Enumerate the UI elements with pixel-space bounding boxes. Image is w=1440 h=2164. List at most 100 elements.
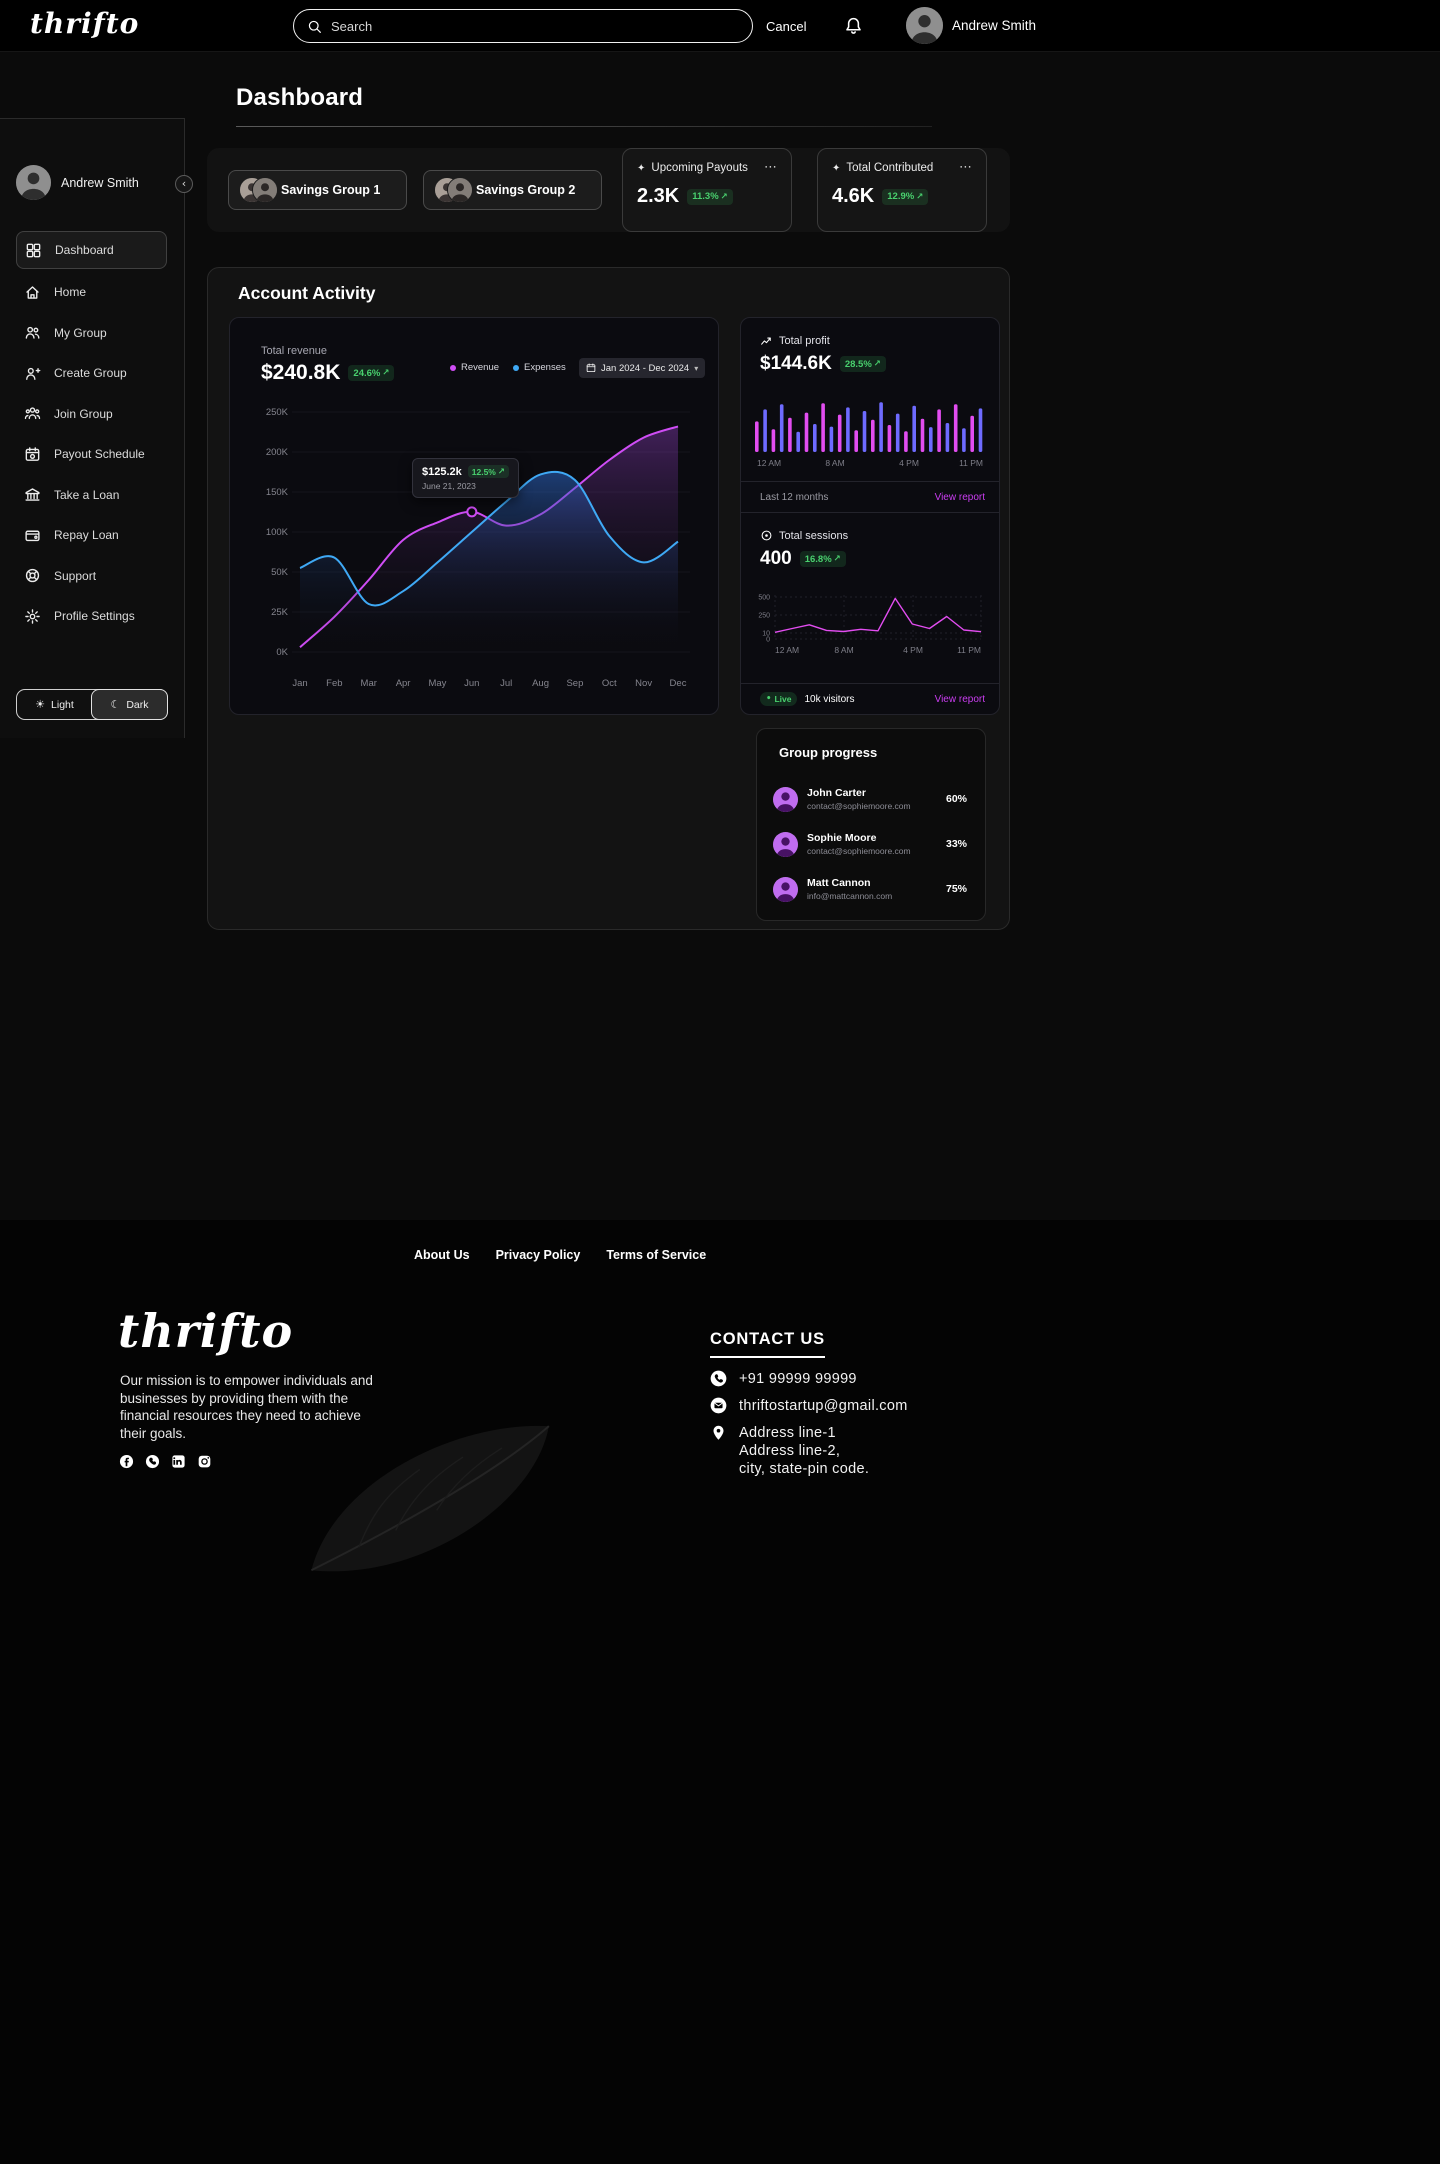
profit-bar-chart: 12 AM 8 AM 4 PM 11 PM	[755, 402, 983, 468]
more-options-icon[interactable]: ⋯	[764, 160, 777, 175]
sidebar-item-join-group[interactable]: Join Group	[0, 394, 184, 435]
brand-logo[interactable]: thrifto	[30, 7, 140, 40]
group-avatars	[239, 177, 281, 203]
svg-text:Feb: Feb	[326, 678, 342, 689]
sidebar-item-profile-settings[interactable]: Profile Settings	[0, 596, 184, 637]
home-icon	[24, 284, 41, 301]
facebook-icon[interactable]	[119, 1454, 134, 1469]
chevron-down-icon: ▾	[694, 363, 699, 373]
member-avatar	[773, 876, 798, 902]
member-avatar	[252, 177, 278, 203]
trend-up-icon: ↗	[833, 554, 841, 564]
contact-phone-row: +91 99999 99999	[710, 1370, 857, 1387]
member-email: info@mattcannon.com	[807, 891, 893, 901]
account-activity-card: Account Activity Total revenue $240.8K 2…	[207, 267, 1010, 930]
svg-text:10: 10	[762, 631, 770, 638]
svg-text:4 PM: 4 PM	[903, 645, 923, 655]
payout-schedule-icon	[24, 446, 41, 463]
view-report-link[interactable]: View report	[934, 491, 985, 503]
trend-up-icon: ↗	[497, 466, 505, 477]
summary-row: Savings Group 1 Savings Group 2 ✦ Upcomi…	[207, 148, 1010, 232]
sidebar-item-payout-schedule[interactable]: Payout Schedule	[0, 434, 184, 475]
profit-value: $144.6K	[760, 353, 832, 374]
svg-text:100K: 100K	[266, 527, 289, 538]
svg-text:Aug: Aug	[532, 678, 549, 689]
footer-mission-text: Our mission is to empower individuals an…	[120, 1373, 373, 1441]
svg-text:200K: 200K	[266, 447, 289, 458]
whatsapp-icon[interactable]	[145, 1454, 160, 1469]
svg-text:0K: 0K	[276, 647, 288, 658]
sidebar-item-take-a-loan[interactable]: Take a Loan	[0, 475, 184, 516]
my-group-icon	[24, 324, 41, 341]
svg-text:8 AM: 8 AM	[834, 645, 853, 655]
chart-tooltip: $125.2k 12.5% ↗ June 21, 2023	[412, 458, 519, 498]
create-group-icon	[24, 365, 41, 382]
chart-legend: Revenue Expenses	[450, 362, 566, 373]
date-range-select[interactable]: Jan 2024 - Dec 2024 ▾	[579, 358, 706, 378]
search-input[interactable]	[331, 18, 739, 34]
member-name: Matt Cannon	[807, 877, 871, 889]
member-name: John Carter	[807, 787, 866, 799]
group-member-row: Sophie Moore contact@sophiemoore.com 33%	[773, 827, 967, 861]
topbar: thrifto Cancel Andrew Smith	[0, 0, 1440, 52]
savings-group-1-chip[interactable]: Savings Group 1	[228, 170, 407, 210]
stat-title: Total Contributed	[846, 162, 934, 174]
address-text: Address line-1 Address line-2, city, state…	[739, 1425, 870, 1478]
theme-toggle: ☀ Light ☾ Dark	[16, 689, 168, 720]
footer-link-privacy-policy[interactable]: Privacy Policy	[495, 1248, 581, 1262]
sidebar-item-my-group[interactable]: My Group	[0, 313, 184, 354]
svg-text:Nov: Nov	[635, 678, 652, 689]
page-title: Dashboard	[236, 84, 364, 111]
more-options-icon[interactable]: ⋯	[959, 160, 972, 175]
cancel-button[interactable]: Cancel	[766, 0, 806, 52]
svg-text:12 AM: 12 AM	[775, 645, 799, 655]
svg-text:150K: 150K	[266, 487, 289, 498]
sidebar-item-create-group[interactable]: Create Group	[0, 353, 184, 394]
sidebar-collapse-button[interactable]: ‹	[175, 175, 193, 193]
contact-us-title: CONTACT US	[710, 1330, 825, 1358]
user-name: Andrew Smith	[952, 18, 1037, 33]
sidebar-menu: Dashboard Home My Group Create Group Join Gr…	[0, 231, 184, 637]
svg-text:11 PM: 11 PM	[957, 645, 981, 655]
leaf-decoration	[310, 1425, 550, 1572]
user-avatar[interactable]	[906, 7, 943, 44]
svg-text:Apr: Apr	[396, 678, 411, 689]
delta-badge: 24.6% ↗	[348, 365, 395, 381]
legend-expenses: Expenses	[513, 362, 566, 373]
linkedin-icon[interactable]	[171, 1454, 186, 1469]
sidebar-item-dashboard[interactable]: Dashboard	[16, 231, 167, 269]
svg-text:Sep: Sep	[566, 678, 583, 689]
delta-badge: 16.8% ↗	[799, 551, 846, 567]
title-divider	[236, 126, 932, 127]
section-title: Account Activity	[238, 283, 376, 303]
svg-text:Jan: Jan	[292, 678, 307, 689]
member-percent: 60%	[945, 793, 967, 805]
notification-bell-icon[interactable]	[844, 15, 863, 36]
savings-group-2-chip[interactable]: Savings Group 2	[423, 170, 602, 210]
instagram-icon[interactable]	[197, 1454, 212, 1469]
theme-dark-option[interactable]: ☾ Dark	[91, 689, 168, 720]
legend-dot	[513, 364, 520, 371]
svg-text:Dec: Dec	[670, 678, 687, 689]
sidebar-item-home[interactable]: Home	[0, 272, 184, 313]
svg-text:Jun: Jun	[464, 678, 479, 689]
member-percent: 75%	[945, 883, 967, 895]
search-bar[interactable]	[293, 9, 753, 43]
mail-icon	[710, 1397, 727, 1414]
view-report-link[interactable]: View report	[934, 693, 985, 705]
live-badge: • Live	[760, 692, 798, 706]
calendar-icon	[586, 363, 596, 373]
svg-text:8 AM: 8 AM	[825, 458, 844, 468]
location-pin-icon	[710, 1424, 727, 1441]
footer-link-terms-of-service[interactable]: Terms of Service	[606, 1248, 707, 1262]
sidebar-item-repay-loan[interactable]: Repay Loan	[0, 515, 184, 556]
member-email: contact@sophiemoore.com	[807, 801, 911, 811]
svg-text:Mar: Mar	[361, 678, 377, 689]
trend-up-icon: ↗	[720, 191, 728, 202]
footer-link-about-us[interactable]: About Us	[414, 1248, 470, 1262]
sidebar-item-support[interactable]: Support	[0, 556, 184, 597]
revenue-expenses-chart: 250K 200K 150K 100K 50K 25K 0K Jan Feb Mar Apr May J…	[266, 407, 690, 689]
settings-gear-icon	[24, 608, 41, 625]
total-sessions-panel: Total sessions 400 16.8% ↗ 500 250 10 0 12 AM…	[741, 512, 999, 714]
theme-light-option[interactable]: ☀ Light	[35, 698, 74, 711]
